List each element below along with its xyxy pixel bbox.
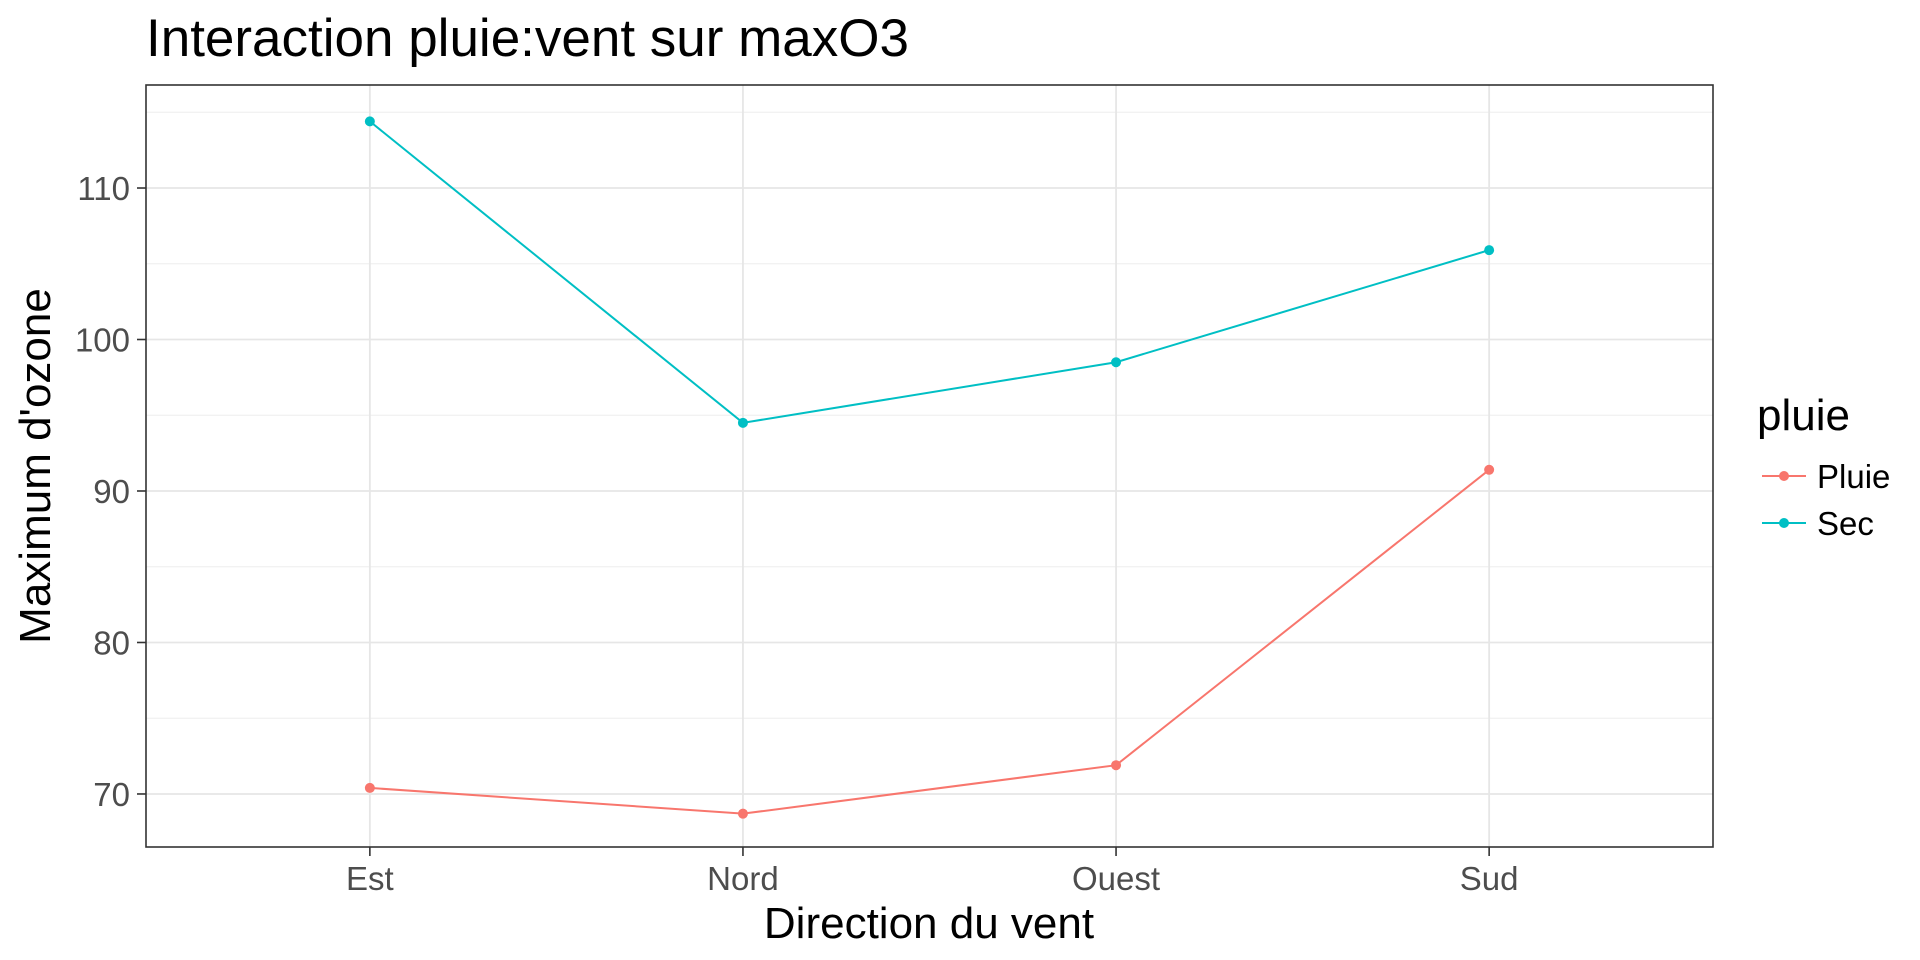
data-point-pluie: [364, 782, 375, 793]
data-point-pluie: [737, 808, 748, 819]
data-point-sec: [1111, 357, 1122, 368]
plot-border: [145, 84, 1714, 848]
y-tick-label: 80: [93, 624, 130, 661]
series-line-sec: [369, 120, 1490, 424]
y-tick-label: 70: [93, 776, 130, 813]
x-tick-label: Est: [346, 860, 394, 897]
legend-label-pluie: Pluie: [1817, 458, 1890, 495]
x-axis-ticks: Est Nord Ouest Sud: [346, 847, 1519, 897]
legend-point-sec: [1779, 518, 1789, 528]
y-tick-label: 90: [93, 473, 130, 510]
data-point-sec: [364, 116, 375, 127]
y-tick-label: 100: [75, 322, 130, 359]
chart-title: Interaction pluie:vent sur maxO3: [146, 9, 909, 68]
legend-label-sec: Sec: [1817, 505, 1874, 542]
x-tick-label: Ouest: [1072, 860, 1160, 897]
x-tick-label: Sud: [1460, 860, 1519, 897]
y-axis-title: Maximum d'ozone: [11, 288, 60, 644]
x-tick-label: Nord: [707, 860, 779, 897]
data-point-pluie: [1111, 760, 1122, 771]
legend-point-pluie: [1779, 471, 1789, 481]
legend-title: pluie: [1757, 391, 1850, 440]
legend: pluie Pluie Sec: [1757, 391, 1890, 542]
plot-background: [146, 85, 1713, 847]
plot-area: [145, 84, 1714, 848]
y-axis-ticks: 70 80 90 100 110: [75, 170, 146, 813]
legend-items: Pluie Sec: [1762, 458, 1890, 542]
data-point-pluie: [1484, 464, 1495, 475]
data-point-sec: [1484, 245, 1495, 256]
series-lines: [364, 116, 1495, 819]
data-point-sec: [737, 417, 748, 428]
y-tick-label: 110: [77, 170, 130, 207]
series-line-pluie: [369, 469, 1490, 815]
x-axis-title: Direction du vent: [764, 899, 1094, 948]
